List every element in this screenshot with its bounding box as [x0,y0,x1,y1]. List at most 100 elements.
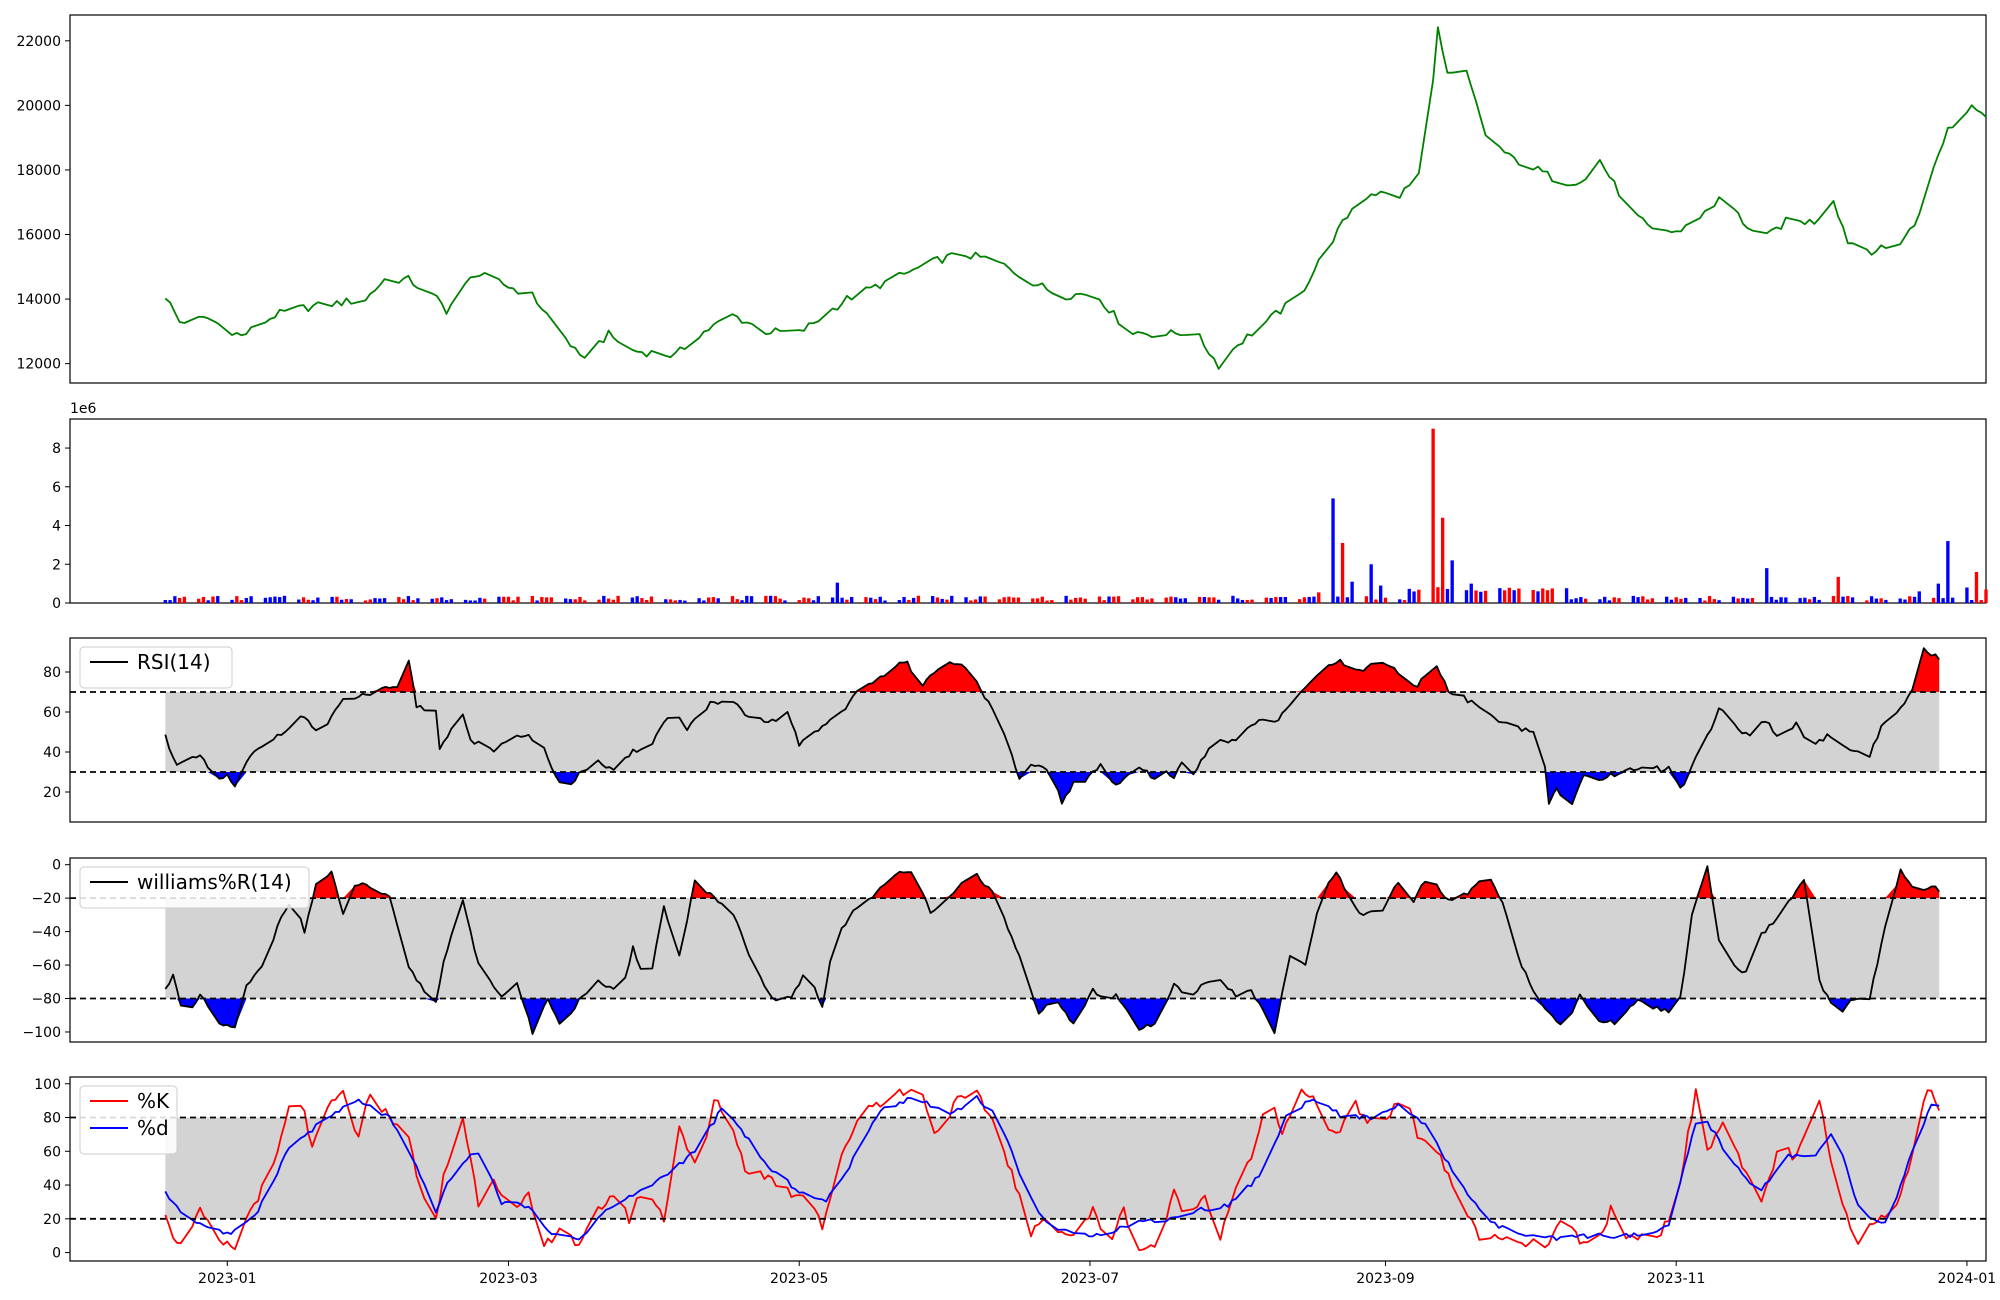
volume-bar [473,600,477,603]
volume-bar [244,598,249,603]
volume-bar [1250,599,1254,603]
volume-bar [502,596,506,603]
volume-bar [845,599,849,603]
volume-bar [1264,597,1268,603]
rsi-panel-line [164,647,1940,806]
volume-bar [1274,597,1278,603]
volume-bar [649,596,654,603]
volume-bar [497,596,501,603]
volume-panel-ytick-label: 0 [52,596,61,612]
volume-bar [1598,599,1602,603]
volume-bar [869,597,873,603]
volume-bar [897,600,901,603]
volume-bar [1207,597,1211,603]
volume-bar [1116,596,1121,603]
volume-bar [1946,541,1950,603]
volume-bar [783,600,787,603]
volume-bar [1583,598,1588,603]
volume-bar [1150,598,1154,603]
volume-bar [397,597,401,603]
volume-bar [1884,599,1888,603]
volume-offset-label: 1e6 [70,401,97,417]
volume-bar [1550,588,1554,603]
volume-bar [1812,596,1817,603]
volume-bar [640,598,644,603]
volume-bar [1245,599,1249,603]
volume-bar [311,600,315,603]
volume-bar [664,599,668,603]
volume-bar [1340,542,1345,603]
volume-bar [864,597,868,603]
volume-bar [1145,599,1149,603]
x-tick-label: 2023-09 [1356,1271,1415,1287]
stochastic-panel-ytick-label: 60 [43,1144,61,1160]
williams-panel-legend-label: williams%R(14) [137,870,292,894]
volume-bar [1383,597,1388,603]
volume-bar [745,595,749,603]
volume-bar [611,599,616,603]
williams-panel-ytick-label: −80 [31,992,61,1008]
williams-panel-ytick-label: −20 [31,891,61,907]
volume-bar [182,596,187,603]
volume-bar [1269,597,1273,603]
volume-bar [931,596,935,603]
volume-bar [849,597,854,603]
volume-bar [778,598,782,603]
stochastic-panel-frame [69,1076,1987,1262]
stochastic-panel-legend-box [79,1085,178,1155]
volume-bar [411,600,415,603]
williams-panel-ytick-label: −60 [31,958,61,974]
volume-bar [435,598,439,603]
williams-panel-ytick-label: −40 [31,925,61,941]
volume-bar [1931,597,1936,603]
volume-bar [1183,598,1187,603]
volume-bar [940,598,944,603]
volume-bar [1078,597,1083,603]
price-panel-frame [69,14,1987,384]
volume-panel-ytick-label: 6 [52,480,61,496]
volume-bar [573,599,577,603]
volume-bar [349,599,353,603]
stochastic-panel-legend-label: %K [137,1089,170,1113]
volume-bar [1564,588,1569,603]
volume-bar [1102,600,1106,603]
volume-bar [1031,598,1035,603]
williams-panel-legend: williams%R(14) [79,866,310,909]
volume-bar [282,595,287,603]
volume-bar [711,597,716,603]
volume-bar [1045,600,1049,603]
volume-bar [1040,596,1044,603]
volume-bar [697,598,701,603]
x-tick-label: 2023-07 [1061,1271,1120,1287]
volume-bar [1831,595,1836,603]
volume-bar [173,596,177,603]
volume-bar [635,596,639,603]
volume-bar [1607,600,1612,603]
volume-bar [297,599,301,603]
stochastic-panel-ytick-label: 0 [52,1246,61,1262]
volume-bar [1617,598,1621,603]
x-tick-label: 2023-11 [1647,1271,1706,1287]
volume-bar [363,600,368,603]
volume-bar [702,600,706,603]
x-tick-label: 2024-01 [1938,1271,1997,1287]
price-panel-ytick-label: 18000 [16,163,61,179]
stochastic-panel-ytick-label: 40 [43,1178,61,1194]
volume-bar [540,596,544,603]
volume-bar [1736,598,1740,603]
volume-bar [1803,597,1807,603]
price-panel-ytick-label: 14000 [16,292,61,308]
volume-bar [1641,596,1645,603]
volume-bar [316,597,320,603]
volume-bar [506,596,511,603]
williams-panel-ytick-label: 0 [52,858,61,874]
volume-bar [740,600,744,603]
volume-bar [1417,589,1421,603]
stochastic-panel-ytick-label: 100 [34,1077,61,1093]
volume-bar [830,597,835,603]
volume-bar [764,595,768,603]
volume-bar [1908,596,1912,603]
volume-bar [1631,595,1635,603]
volume-bar [1879,598,1883,603]
volume-bar [683,600,687,603]
